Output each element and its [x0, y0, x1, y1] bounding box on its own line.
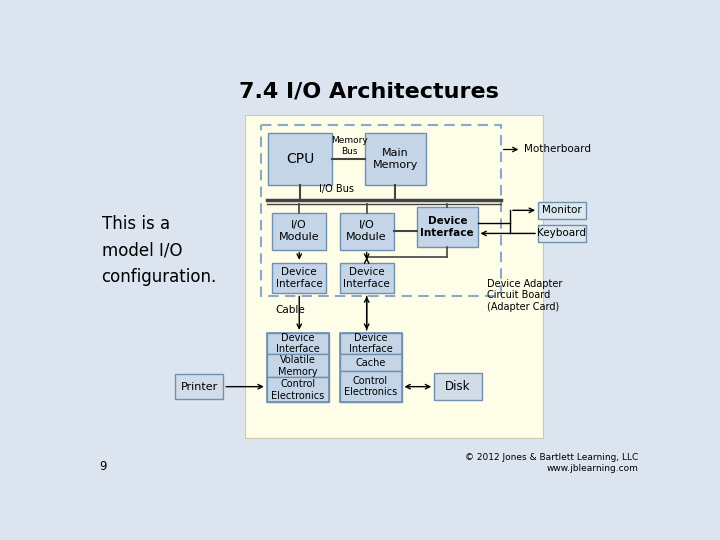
Text: © 2012 Jones & Bartlett Learning, LLC
www.jblearning.com: © 2012 Jones & Bartlett Learning, LLC ww… — [465, 454, 639, 473]
Bar — [272, 262, 326, 294]
Text: Memory
Bus: Memory Bus — [331, 137, 368, 156]
Bar — [538, 225, 586, 242]
Bar — [245, 115, 544, 438]
Text: Motherboard: Motherboard — [503, 145, 591, 154]
Bar — [434, 373, 482, 400]
Text: Disk: Disk — [446, 380, 471, 393]
Text: I/O Bus: I/O Bus — [319, 184, 354, 194]
Text: Device
Interface: Device Interface — [343, 267, 390, 289]
Bar — [340, 354, 402, 372]
Bar — [538, 202, 586, 219]
Bar — [365, 132, 426, 185]
Bar — [340, 372, 402, 402]
Bar — [417, 207, 477, 247]
Text: Device
Interface: Device Interface — [420, 217, 474, 238]
Bar — [340, 213, 394, 249]
Text: Device
Interface: Device Interface — [348, 333, 392, 354]
Bar — [340, 333, 402, 402]
Text: Keyboard: Keyboard — [537, 228, 587, 239]
Text: Device
Interface: Device Interface — [276, 333, 320, 354]
Bar — [340, 262, 394, 294]
Text: 7.4 I/O Architectures: 7.4 I/O Architectures — [239, 82, 499, 102]
Bar — [266, 354, 329, 377]
Text: I/O
Module: I/O Module — [279, 220, 320, 242]
Bar — [340, 333, 402, 354]
Text: Printer: Printer — [181, 382, 218, 392]
Text: Main
Memory: Main Memory — [373, 148, 418, 170]
Text: 9: 9 — [99, 460, 107, 473]
Text: Control
Electronics: Control Electronics — [344, 376, 397, 397]
Text: Device
Interface: Device Interface — [276, 267, 323, 289]
Text: This is a
model I/O
configuration.: This is a model I/O configuration. — [102, 215, 217, 286]
Text: Device Adapter
Circuit Board
(Adapter Card): Device Adapter Circuit Board (Adapter Ca… — [487, 279, 562, 312]
Text: Control
Electronics: Control Electronics — [271, 379, 324, 401]
Bar — [266, 333, 329, 402]
Text: CPU: CPU — [286, 152, 314, 166]
Text: Volatile
Memory: Volatile Memory — [278, 355, 318, 377]
Text: Cable: Cable — [275, 305, 305, 315]
Text: Monitor: Monitor — [542, 205, 582, 215]
Text: Cache: Cache — [356, 358, 386, 368]
Bar — [266, 333, 329, 354]
Bar — [272, 213, 326, 249]
Bar — [269, 132, 332, 185]
Bar — [261, 125, 500, 296]
Bar — [175, 374, 223, 399]
Bar — [266, 377, 329, 402]
Text: I/O
Module: I/O Module — [346, 220, 387, 242]
